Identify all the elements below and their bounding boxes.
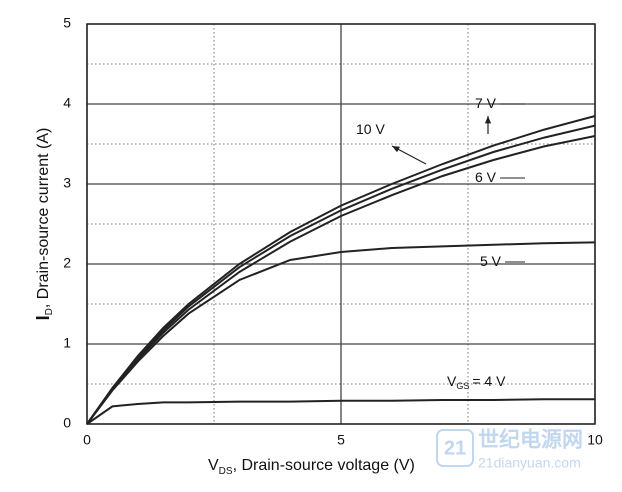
y-tick-label: 2 (63, 255, 71, 271)
x-label-sub: DS (219, 466, 233, 477)
series-line (86, 241, 596, 425)
series-label-main: V (447, 373, 457, 389)
x-axis-label: VDS, Drain-source voltage (V) (208, 457, 415, 476)
watermark-url: 21dianyuan.com (478, 455, 581, 471)
series-label: VGS = 4 V (447, 373, 506, 392)
y-tick-label: 5 (63, 15, 71, 31)
x-tick-label: 10 (587, 432, 603, 448)
series-line (86, 398, 595, 425)
y-tick-label: 0 (63, 415, 71, 431)
x-label-main: V (208, 457, 219, 474)
x-label-rest: , Drain-source voltage (V) (233, 457, 415, 474)
series-line (86, 115, 596, 425)
series-label: 7 V (475, 95, 497, 111)
series-label: 5 V (480, 253, 502, 269)
series-label-name: 6 V (475, 169, 497, 185)
series-label-name: 10 V (356, 121, 385, 137)
series-label-sub: GS (456, 381, 469, 391)
y-label-rest: , Drain-source current (A) (35, 128, 52, 309)
y-label-main: I (33, 315, 53, 320)
y-tick-label: 4 (63, 95, 71, 111)
y-tick-label: 3 (63, 175, 71, 191)
series-label: 6 V (475, 169, 497, 185)
plot-frame (86, 23, 596, 425)
watermark-cn: 世纪电源网 (478, 428, 583, 452)
watermark-num: 21 (444, 437, 466, 459)
series-label: 10 V (356, 121, 385, 137)
y-label-sub: D (44, 308, 55, 315)
watermark: 21 世纪电源网 21dianyuan.com (436, 428, 583, 471)
arrow-head (484, 116, 492, 124)
series-line (86, 135, 596, 425)
series-line (86, 124, 596, 425)
arrow-head (392, 146, 400, 153)
series-label-name: 7 V (475, 95, 497, 111)
series-label-name: = 4 V (472, 373, 506, 389)
x-tick-label: 5 (337, 432, 345, 448)
series-label-name: 5 V (480, 253, 502, 269)
y-axis-label: ID, Drain-source current (A) (33, 128, 55, 321)
watermark-logo (436, 429, 474, 467)
y-tick-label: 1 (63, 335, 71, 351)
x-tick-label: 0 (83, 432, 91, 448)
